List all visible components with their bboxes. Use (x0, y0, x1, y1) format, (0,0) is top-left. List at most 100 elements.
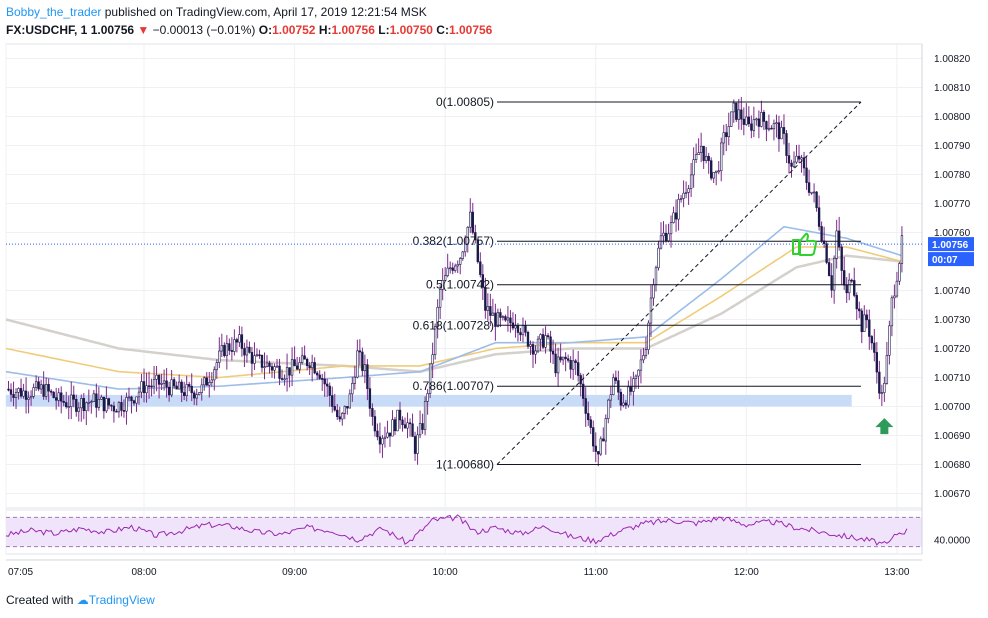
candle-body (715, 170, 718, 173)
candle-body (775, 122, 778, 125)
candle-body (682, 192, 685, 199)
candle-body (810, 191, 813, 194)
candle-body (80, 398, 83, 409)
candle-body (67, 406, 70, 408)
candle-body (303, 355, 306, 360)
y-tick-label: 1.00810 (934, 83, 971, 94)
candle-body (358, 350, 362, 353)
candle-body (657, 247, 660, 269)
footer: Created with ☁TradingView (6, 593, 155, 607)
candle-body (9, 389, 13, 395)
fib-retracement[interactable]: 0(1.00805) 0.382(1.00757) 0.5(1.00742) 0.61… (413, 95, 862, 472)
candle-body (258, 354, 261, 357)
candle-body (888, 325, 891, 356)
candle-body (594, 445, 597, 452)
candle-body (403, 424, 407, 429)
candle-body (466, 226, 469, 245)
open-value: 1.00752 (272, 23, 316, 37)
candle-body (356, 350, 359, 378)
candle-body (270, 366, 274, 371)
candle-body (840, 246, 843, 271)
candle-body (393, 419, 397, 432)
candle-body (772, 123, 776, 130)
candle-body (285, 367, 289, 380)
candle-body (112, 405, 116, 412)
candle-body (652, 284, 655, 299)
candle-body (82, 398, 85, 412)
candle-body (39, 384, 43, 390)
candle-body (577, 362, 580, 376)
candle-body (679, 198, 683, 200)
candle-body (659, 235, 663, 249)
candle-body (29, 396, 33, 399)
down-triangle-icon: ▼ (137, 23, 150, 37)
candle-body (898, 263, 901, 282)
candle-body (27, 397, 30, 400)
candle-body (105, 398, 108, 412)
candle-body (624, 402, 628, 406)
candle-body (609, 394, 612, 401)
candle-body (556, 356, 560, 374)
candle-body (471, 211, 474, 233)
candle-body (298, 362, 301, 370)
candle-body (541, 334, 545, 348)
candle-body (398, 409, 402, 421)
support-zone (6, 394, 852, 407)
candle-body (853, 280, 856, 296)
candle-body (235, 339, 239, 343)
candle-body (373, 416, 377, 432)
candle-body (253, 355, 256, 364)
countdown-tag (928, 252, 974, 267)
candle-body (805, 167, 808, 183)
candle-body (381, 438, 384, 445)
author-link[interactable]: Bobby_the_trader (6, 5, 102, 19)
candle-body (62, 400, 65, 403)
candle-body (250, 352, 254, 364)
candle-body (669, 222, 673, 235)
candle-body (49, 390, 53, 393)
candle-body (707, 155, 710, 161)
candle-body (838, 230, 841, 248)
candle-body (702, 145, 705, 161)
candle-body (900, 235, 904, 264)
candle-body (752, 119, 756, 131)
candle-body (120, 402, 123, 411)
candle-body (449, 267, 452, 270)
x-tick-label: 07:05 (8, 567, 33, 578)
rsi-level-label: 40.0000 (934, 535, 971, 546)
candle-body (521, 325, 525, 336)
candle-body (592, 427, 595, 447)
candle-body (321, 378, 324, 380)
candle-body (348, 393, 351, 409)
candle-body (802, 157, 806, 169)
candle-body (456, 264, 459, 267)
candle-body (865, 314, 868, 321)
candle-body (737, 109, 740, 120)
y-tick-label: 1.00800 (934, 112, 971, 123)
annotations (792, 232, 894, 435)
candle-body (694, 154, 698, 160)
y-tick-label: 1.00700 (934, 402, 971, 413)
candle-body (712, 172, 715, 179)
rsi-line (5, 514, 908, 546)
candle-body (569, 360, 572, 370)
candle-body (243, 348, 246, 356)
candle-body (850, 279, 853, 282)
candle-body (722, 132, 725, 144)
candle-body (689, 174, 693, 189)
candle-body (411, 423, 414, 437)
candle-body (795, 155, 798, 163)
candle-body (142, 381, 146, 394)
candle-body (255, 354, 259, 357)
candle-body (137, 391, 141, 398)
candle-body (549, 336, 552, 352)
candle-body (740, 109, 743, 120)
candle-body (893, 295, 896, 299)
y-tick-label: 1.00760 (934, 228, 971, 239)
candle-body (534, 350, 537, 355)
tradingview-brand-link[interactable]: TradingView (88, 593, 155, 607)
candle-body (87, 401, 90, 404)
candle-body (165, 380, 168, 388)
candle-body (117, 402, 121, 413)
